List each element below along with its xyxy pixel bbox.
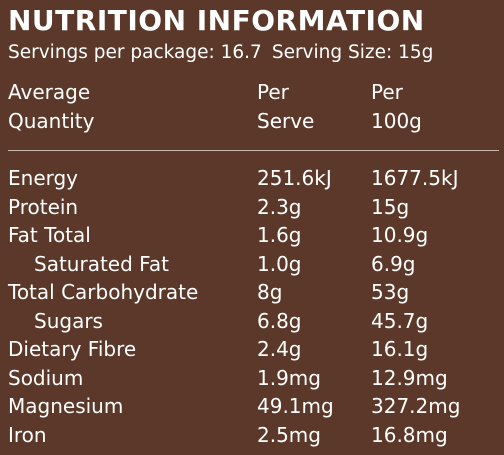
nutrient-row-sodium: Sodium 1.9mg 12.9mg (0, 364, 504, 393)
nutrient-per-100g: 16.8mg (371, 422, 448, 447)
nutrient-per-100g: 45.7g (371, 308, 429, 333)
nutrient-per-serve: 1.9mg (257, 365, 321, 390)
nutrient-per-100g: 6.9g (371, 251, 416, 276)
nutrient-per-100g: 1677.5kJ (371, 166, 459, 190)
nutrient-per-serve: 2.5mg (257, 422, 321, 447)
nutrient-per-100g: 327.2mg (371, 394, 461, 418)
nutrient-name: Sugars (34, 308, 103, 333)
panel-title: NUTRITION INFORMATION (8, 4, 425, 37)
column-header-line: Per (371, 80, 403, 104)
nutrient-name: Fat Total (8, 223, 91, 247)
nutrient-table: Energy 251.6kJ 1677.5kJ Protein 2.3g 15g… (0, 164, 504, 449)
servings-per-package: Servings per package: 16.7 (8, 42, 262, 63)
nutrient-per-serve: 251.6kJ (257, 166, 332, 190)
column-header-per-serve: Per Serve (257, 78, 314, 136)
nutrient-name: Protein (8, 194, 79, 219)
column-header-per-100g: Per 100g (371, 78, 422, 136)
column-header-line: Average (8, 80, 91, 104)
nutrient-row-protein: Protein 2.3g 15g (0, 193, 504, 222)
nutrient-row-magnesium: Magnesium 49.1mg 327.2mg (0, 392, 504, 421)
nutrient-per-100g: 53g (371, 280, 410, 304)
column-header-line: Quantity (8, 109, 95, 133)
column-header-line: Per (257, 80, 289, 104)
nutrient-row-saturated-fat: Saturated Fat 1.0g 6.9g (0, 250, 504, 279)
nutrient-per-serve: 2.3g (257, 194, 302, 219)
nutrient-per-serve: 8g (257, 280, 283, 304)
nutrient-per-100g: 15g (371, 194, 410, 219)
nutrient-per-100g: 12.9mg (371, 365, 448, 390)
nutrient-per-100g: 10.9g (371, 223, 429, 247)
nutrient-per-serve: 49.1mg (257, 394, 334, 418)
nutrient-per-serve: 1.0g (257, 251, 302, 276)
nutrient-name: Saturated Fat (34, 251, 169, 276)
nutrient-per-serve: 2.4g (257, 337, 302, 361)
nutrient-name: Iron (8, 422, 47, 447)
nutrient-row-fat-total: Fat Total 1.6g 10.9g (0, 221, 504, 250)
column-header-average-quantity: Average Quantity (8, 78, 94, 136)
nutrient-per-100g: 16.1g (371, 337, 429, 361)
header-divider (8, 150, 499, 151)
serving-size: Serving Size: 15g (271, 42, 434, 63)
column-header-line: 100g (371, 109, 422, 133)
nutrient-row-dietary-fibre: Dietary Fibre 2.4g 16.1g (0, 335, 504, 364)
nutrient-row-sugars: Sugars 6.8g 45.7g (0, 307, 504, 336)
nutrient-name: Sodium (8, 365, 84, 390)
nutrient-per-serve: 6.8g (257, 308, 302, 333)
nutrient-name: Total Carbohydrate (8, 280, 199, 304)
nutrient-name: Energy (8, 166, 79, 190)
column-header-line: Serve (257, 109, 315, 133)
nutrient-row-energy: Energy 251.6kJ 1677.5kJ (0, 164, 504, 193)
nutrient-per-serve: 1.6g (257, 223, 302, 247)
nutrient-name: Magnesium (8, 394, 124, 418)
servings-line: Servings per package: 16.7 Serving Size: … (8, 40, 433, 66)
nutrient-row-total-carbohydrate: Total Carbohydrate 8g 53g (0, 278, 504, 307)
nutrient-row-iron: Iron 2.5mg 16.8mg (0, 421, 504, 450)
nutrient-name: Dietary Fibre (8, 337, 137, 361)
